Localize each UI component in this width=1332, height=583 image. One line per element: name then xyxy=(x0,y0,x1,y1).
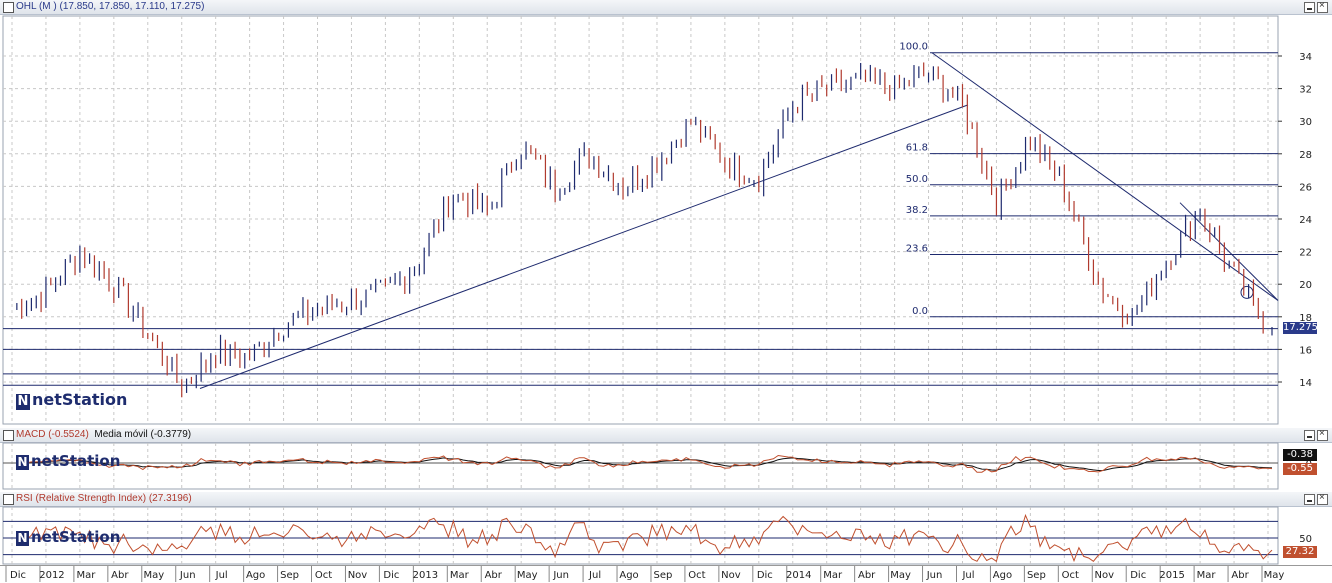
time-axis-label: Dic xyxy=(10,570,26,581)
time-axis-label: 2014 xyxy=(786,570,811,581)
time-axis-label: Ago xyxy=(246,570,265,581)
fib-level-label: 61.8 xyxy=(906,143,928,154)
fib-level-label: 100.0 xyxy=(899,42,928,53)
time-axis-label: Mar xyxy=(823,570,843,581)
rsi-panel-titlebar[interactable]: RSI (Relative Strength Index) (27.3196) xyxy=(0,492,1332,507)
time-axis-label: Jul xyxy=(588,570,601,581)
last-price-label: 17.275 xyxy=(1283,322,1318,334)
rsi-chart: 50 xyxy=(2,506,1312,565)
time-axis-label: Abr xyxy=(111,570,129,581)
time-axis-label: May xyxy=(143,570,164,581)
rsi-panel: RSI (Relative Strength Index) (27.3196) … xyxy=(0,492,1332,565)
indicator-icon xyxy=(3,430,14,441)
rsi-level-label: 50 xyxy=(1299,534,1312,545)
time-axis-label: Nov xyxy=(1095,570,1115,581)
time-axis-label: Dic xyxy=(1130,570,1146,581)
time-axis-label: Jun xyxy=(179,570,196,581)
price-panel: OHL (M ) (17.850, 17.850, 17.110, 17.275… xyxy=(0,0,1332,426)
time-axis-label: Mar xyxy=(450,570,470,581)
fib-level-label: 50.0 xyxy=(906,174,928,185)
macd-close-button[interactable] xyxy=(1317,428,1328,441)
time-axis-label: Sep xyxy=(654,570,673,581)
rsi-minimize-button[interactable] xyxy=(1304,494,1315,505)
price-ytick-label: 14 xyxy=(1299,378,1312,389)
fib-level-label: 0.0 xyxy=(912,306,928,317)
close-button[interactable] xyxy=(1317,0,1328,13)
time-axis-label: Abr xyxy=(1231,570,1249,581)
time-axis-label: Dic xyxy=(383,570,399,581)
macd-line xyxy=(16,454,1273,473)
time-axis-label: Mar xyxy=(76,570,96,581)
time-axis-label: Sep xyxy=(280,570,299,581)
chart-icon xyxy=(3,2,14,13)
downtrend-line-2 xyxy=(1179,202,1279,301)
time-axis-label: Jun xyxy=(552,570,569,581)
price-ytick-label: 16 xyxy=(1299,345,1312,356)
price-ytick-label: 30 xyxy=(1299,117,1312,128)
time-axis-label: Nov xyxy=(348,570,368,581)
macd-value: -0.55 xyxy=(1283,463,1317,475)
time-axis-label: Mar xyxy=(1197,570,1217,581)
rsi-close-button[interactable] xyxy=(1317,492,1328,505)
time-axis-label: Sep xyxy=(1027,570,1046,581)
time-axis-label: May xyxy=(517,570,538,581)
time-axis-label: Abr xyxy=(485,570,503,581)
time-axis-svg: Dic 2012 Mar Abr May Jun Jul Ago Sep Oct Nov Dic 201… xyxy=(5,566,1285,582)
time-axis: Dic 2012 Mar Abr May Jun Jul Ago Sep Oct Nov Dic 201… xyxy=(0,565,1332,583)
macd-panel-titlebar[interactable]: MACD (-0.5524) Media móvil (-0.3779) xyxy=(0,428,1332,443)
price-panel-title: OHL (M ) (17.850, 17.850, 17.110, 17.275… xyxy=(16,1,205,12)
time-axis-label: May xyxy=(1264,570,1285,581)
time-axis-label: Oct xyxy=(315,570,332,581)
macd-minimize-button[interactable] xyxy=(1304,430,1315,441)
price-ytick-label: 22 xyxy=(1299,248,1312,259)
macd-ma-label: Media móvil (-0.3779) xyxy=(94,429,192,440)
time-axis-label: Nov xyxy=(721,570,741,581)
time-axis-label: 2012 xyxy=(39,570,64,581)
time-axis-label: Ago xyxy=(619,570,638,581)
fib-level-label: 38.2 xyxy=(906,205,928,216)
price-chart: 14 16 18 20 22 24 26 28 30 32 34 100.0 61.8 50.0 38.2 2… xyxy=(2,15,1312,425)
time-axis-label: Oct xyxy=(688,570,705,581)
time-axis-label: Jul xyxy=(215,570,228,581)
indicator-icon xyxy=(3,494,14,505)
time-axis-label: Oct xyxy=(1062,570,1079,581)
time-axis-label: Ago xyxy=(993,570,1012,581)
time-axis-label: 2015 xyxy=(1159,570,1184,581)
rsi-title: RSI (Relative Strength Index) (27.3196) xyxy=(16,493,192,504)
price-plot-area xyxy=(2,15,1279,425)
macd-chart: 0 xyxy=(2,442,1312,490)
rsi-value: 27.32 xyxy=(1283,546,1317,558)
price-ytick-label: 18 xyxy=(1299,313,1312,324)
downtrend-line xyxy=(931,52,1279,301)
fib-level-label: 23.6 xyxy=(906,243,928,254)
time-axis-label: Jul xyxy=(961,570,974,581)
uptrend-line xyxy=(199,104,969,389)
time-axis-label: Jun xyxy=(926,570,943,581)
price-ytick-label: 32 xyxy=(1299,85,1312,96)
rsi-line xyxy=(16,513,1273,563)
price-ytick-label: 28 xyxy=(1299,150,1312,161)
time-axis-label: Dic xyxy=(757,570,773,581)
price-panel-titlebar[interactable]: OHL (M ) (17.850, 17.850, 17.110, 17.275… xyxy=(0,0,1332,15)
macd-panel: MACD (-0.5524) Media móvil (-0.3779) 0 N… xyxy=(0,428,1332,490)
time-axis-label: Abr xyxy=(858,570,876,581)
price-ytick-label: 20 xyxy=(1299,280,1312,291)
minimize-button[interactable] xyxy=(1304,2,1315,13)
price-ytick-label: 26 xyxy=(1299,182,1312,193)
macd-ma-value: -0.38 xyxy=(1283,449,1317,461)
price-ytick-label: 24 xyxy=(1299,215,1312,226)
time-axis-label: 2013 xyxy=(413,570,438,581)
macd-title: MACD (-0.5524) Media móvil (-0.3779) xyxy=(16,429,192,440)
price-ytick-label: 34 xyxy=(1299,52,1312,63)
time-axis-label: May xyxy=(890,570,911,581)
